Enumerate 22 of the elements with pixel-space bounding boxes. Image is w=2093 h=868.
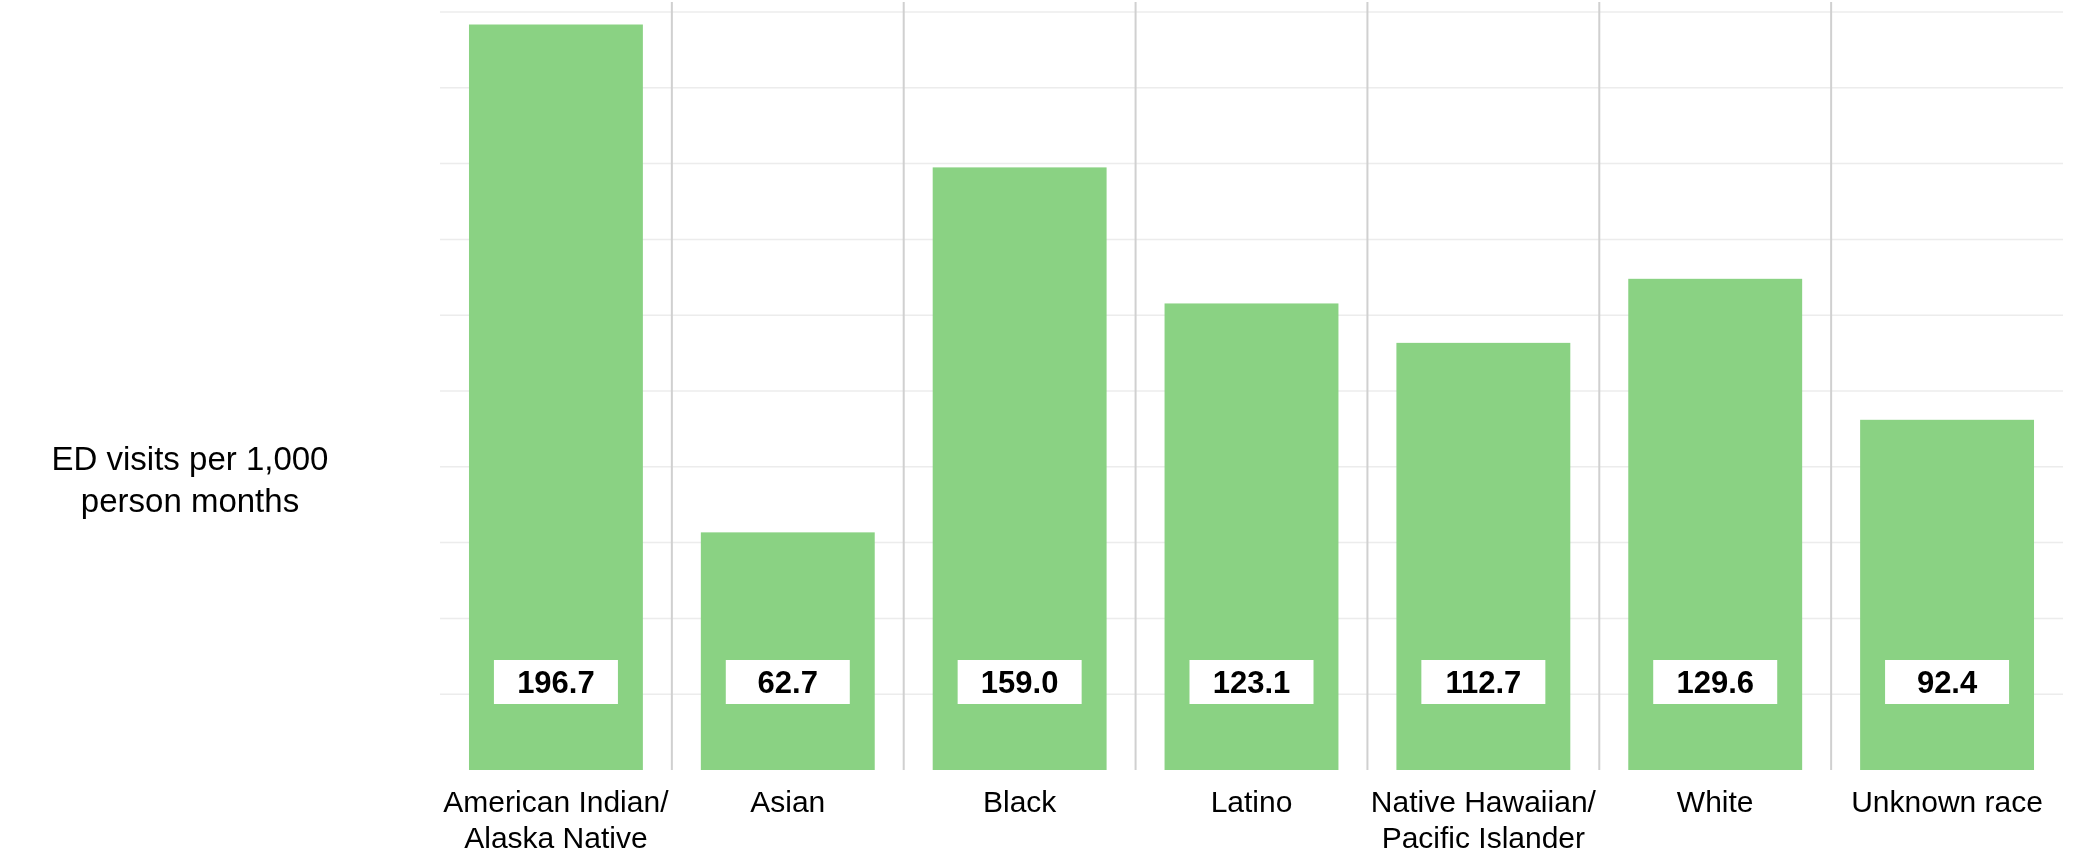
- bar: [1164, 303, 1339, 770]
- data-label: 129.6: [1676, 665, 1754, 700]
- x-tick-label: Asian: [750, 785, 826, 818]
- x-tick-label: American Indian/ Alaska Native: [443, 785, 670, 854]
- data-label: 123.1: [1212, 665, 1291, 700]
- bar: [1396, 342, 1571, 770]
- x-tick-label: Native Hawaiian/ Pacific Islander: [1370, 785, 1597, 854]
- data-label: 62.7: [757, 665, 818, 700]
- data-label: 196.7: [517, 665, 595, 700]
- data-label: 159.0: [980, 665, 1059, 700]
- bar: [932, 167, 1107, 770]
- y-axis-title: ED visits per 1,000 person months: [51, 440, 329, 519]
- bar: [1860, 419, 2035, 770]
- x-tick-label: Unknown race: [1851, 785, 2043, 818]
- x-tick-label: Black: [982, 785, 1058, 818]
- data-label: 112.7: [1445, 665, 1522, 700]
- x-tick-label: White: [1676, 785, 1754, 818]
- bar: [468, 24, 643, 770]
- bar: [700, 532, 875, 770]
- x-tick-label: Latino: [1210, 785, 1293, 818]
- data-label: 92.4: [1916, 665, 1978, 700]
- bar: [1628, 278, 1803, 770]
